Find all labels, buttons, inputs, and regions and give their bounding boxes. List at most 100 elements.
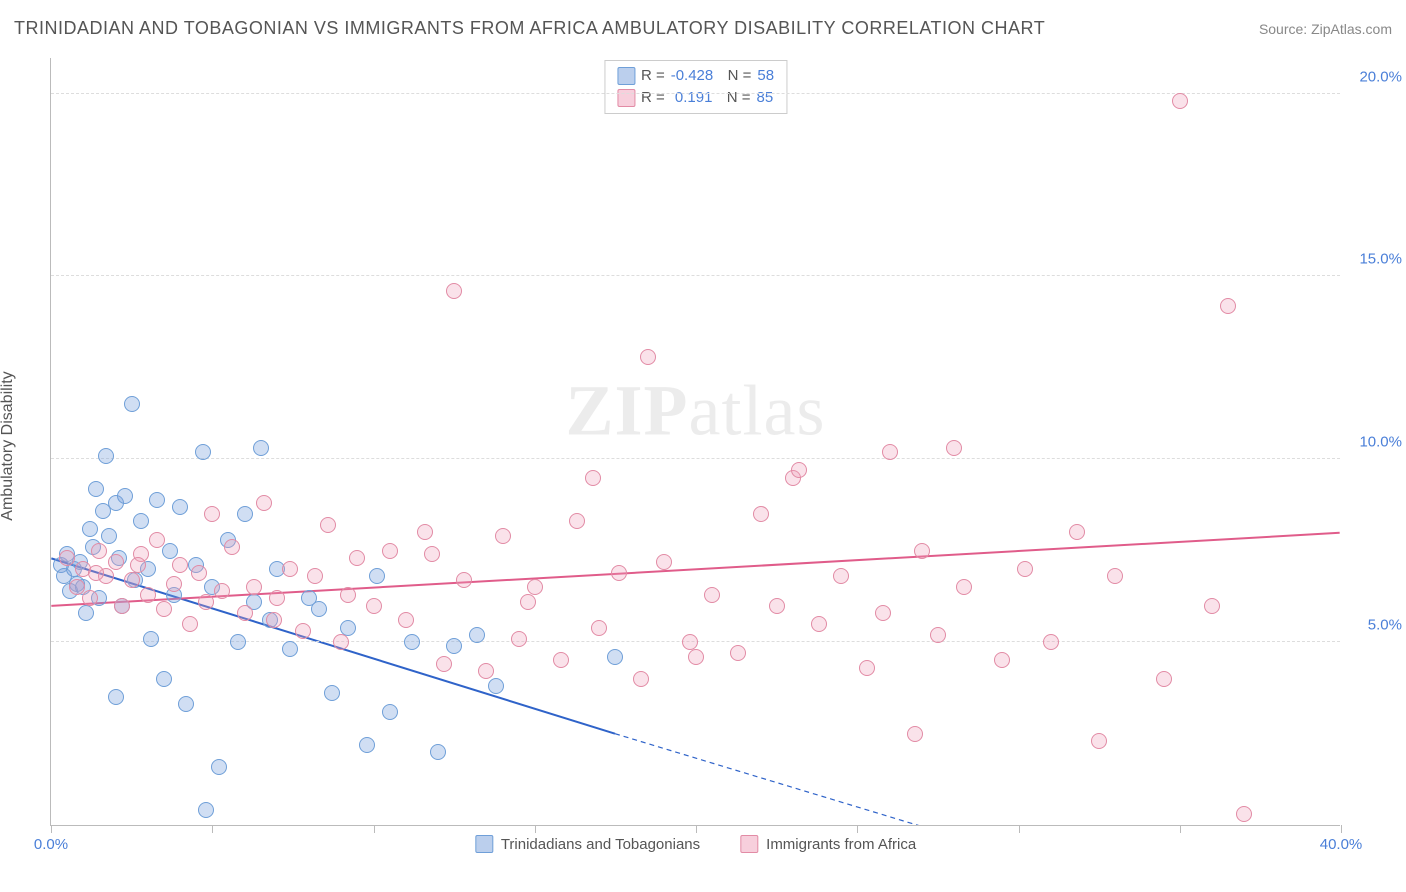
gridline — [51, 93, 1340, 94]
data-point — [178, 696, 194, 712]
data-point — [195, 444, 211, 460]
data-point — [436, 656, 452, 672]
data-point — [404, 634, 420, 650]
data-point — [340, 587, 356, 603]
chart-header: TRINIDADIAN AND TOBAGONIAN VS IMMIGRANTS… — [14, 18, 1392, 39]
data-point — [882, 444, 898, 460]
data-point — [224, 539, 240, 555]
data-point — [108, 554, 124, 570]
data-point — [237, 605, 253, 621]
data-point — [1236, 806, 1252, 822]
data-point — [1107, 568, 1123, 584]
data-point — [859, 660, 875, 676]
data-point — [607, 649, 623, 665]
data-point — [1043, 634, 1059, 650]
data-point — [1069, 524, 1085, 540]
trend-line-extrapolated — [615, 734, 953, 825]
data-point — [91, 543, 107, 559]
data-point — [791, 462, 807, 478]
data-point — [1204, 598, 1220, 614]
data-point — [382, 704, 398, 720]
data-point — [269, 590, 285, 606]
data-point — [108, 689, 124, 705]
data-point — [295, 623, 311, 639]
data-point — [520, 594, 536, 610]
legend-item-pink: Immigrants from Africa — [740, 835, 916, 853]
x-tick — [51, 825, 52, 833]
data-point — [488, 678, 504, 694]
data-point — [398, 612, 414, 628]
data-point — [88, 565, 104, 581]
data-point — [149, 492, 165, 508]
data-point — [130, 557, 146, 573]
data-point — [956, 579, 972, 595]
data-point — [98, 448, 114, 464]
swatch-blue — [475, 835, 493, 853]
trend-lines — [51, 58, 1340, 825]
data-point — [446, 638, 462, 654]
trend-line — [51, 533, 1339, 606]
data-point — [253, 440, 269, 456]
data-point — [82, 521, 98, 537]
data-point — [256, 495, 272, 511]
data-point — [569, 513, 585, 529]
data-point — [59, 550, 75, 566]
y-tick-label: 20.0% — [1359, 68, 1402, 85]
x-tick — [374, 825, 375, 833]
data-point — [149, 532, 165, 548]
data-point — [633, 671, 649, 687]
stats-row-pink: R = 0.191 N = 85 — [617, 87, 774, 109]
data-point — [907, 726, 923, 742]
data-point — [182, 616, 198, 632]
data-point — [359, 737, 375, 753]
x-tick-label: 0.0% — [34, 836, 68, 853]
data-point — [1172, 93, 1188, 109]
data-point — [833, 568, 849, 584]
data-point — [611, 565, 627, 581]
data-point — [914, 543, 930, 559]
data-point — [469, 627, 485, 643]
data-point — [101, 528, 117, 544]
data-point — [688, 649, 704, 665]
data-point — [133, 513, 149, 529]
gridline — [51, 458, 1340, 459]
data-point — [140, 587, 156, 603]
data-point — [320, 517, 336, 533]
data-point — [446, 283, 462, 299]
data-point — [430, 744, 446, 760]
stats-row-blue: R = -0.428 N = 58 — [617, 65, 774, 87]
data-point — [527, 579, 543, 595]
stats-legend: R = -0.428 N = 58 R = 0.191 N = 85 — [604, 60, 787, 114]
y-tick-label: 15.0% — [1359, 251, 1402, 268]
data-point — [366, 598, 382, 614]
data-point — [191, 565, 207, 581]
series-legend: Trinidadians and Tobagonians Immigrants … — [475, 835, 916, 853]
chart-title: TRINIDADIAN AND TOBAGONIAN VS IMMIGRANTS… — [14, 18, 1045, 39]
data-point — [172, 499, 188, 515]
data-point — [585, 470, 601, 486]
x-tick — [1019, 825, 1020, 833]
x-tick — [535, 825, 536, 833]
data-point — [553, 652, 569, 668]
x-tick — [857, 825, 858, 833]
data-point — [591, 620, 607, 636]
x-tick — [1341, 825, 1342, 833]
data-point — [198, 802, 214, 818]
data-point — [114, 598, 130, 614]
data-point — [282, 641, 298, 657]
data-point — [382, 543, 398, 559]
chart-source: Source: ZipAtlas.com — [1259, 21, 1392, 37]
data-point — [211, 759, 227, 775]
data-point — [204, 506, 220, 522]
data-point — [704, 587, 720, 603]
data-point — [730, 645, 746, 661]
gridline — [51, 275, 1340, 276]
data-point — [753, 506, 769, 522]
data-point — [82, 590, 98, 606]
data-point — [424, 546, 440, 562]
data-point — [166, 576, 182, 592]
data-point — [511, 631, 527, 647]
x-tick-label: 40.0% — [1320, 836, 1363, 853]
x-tick — [212, 825, 213, 833]
x-tick — [1180, 825, 1181, 833]
